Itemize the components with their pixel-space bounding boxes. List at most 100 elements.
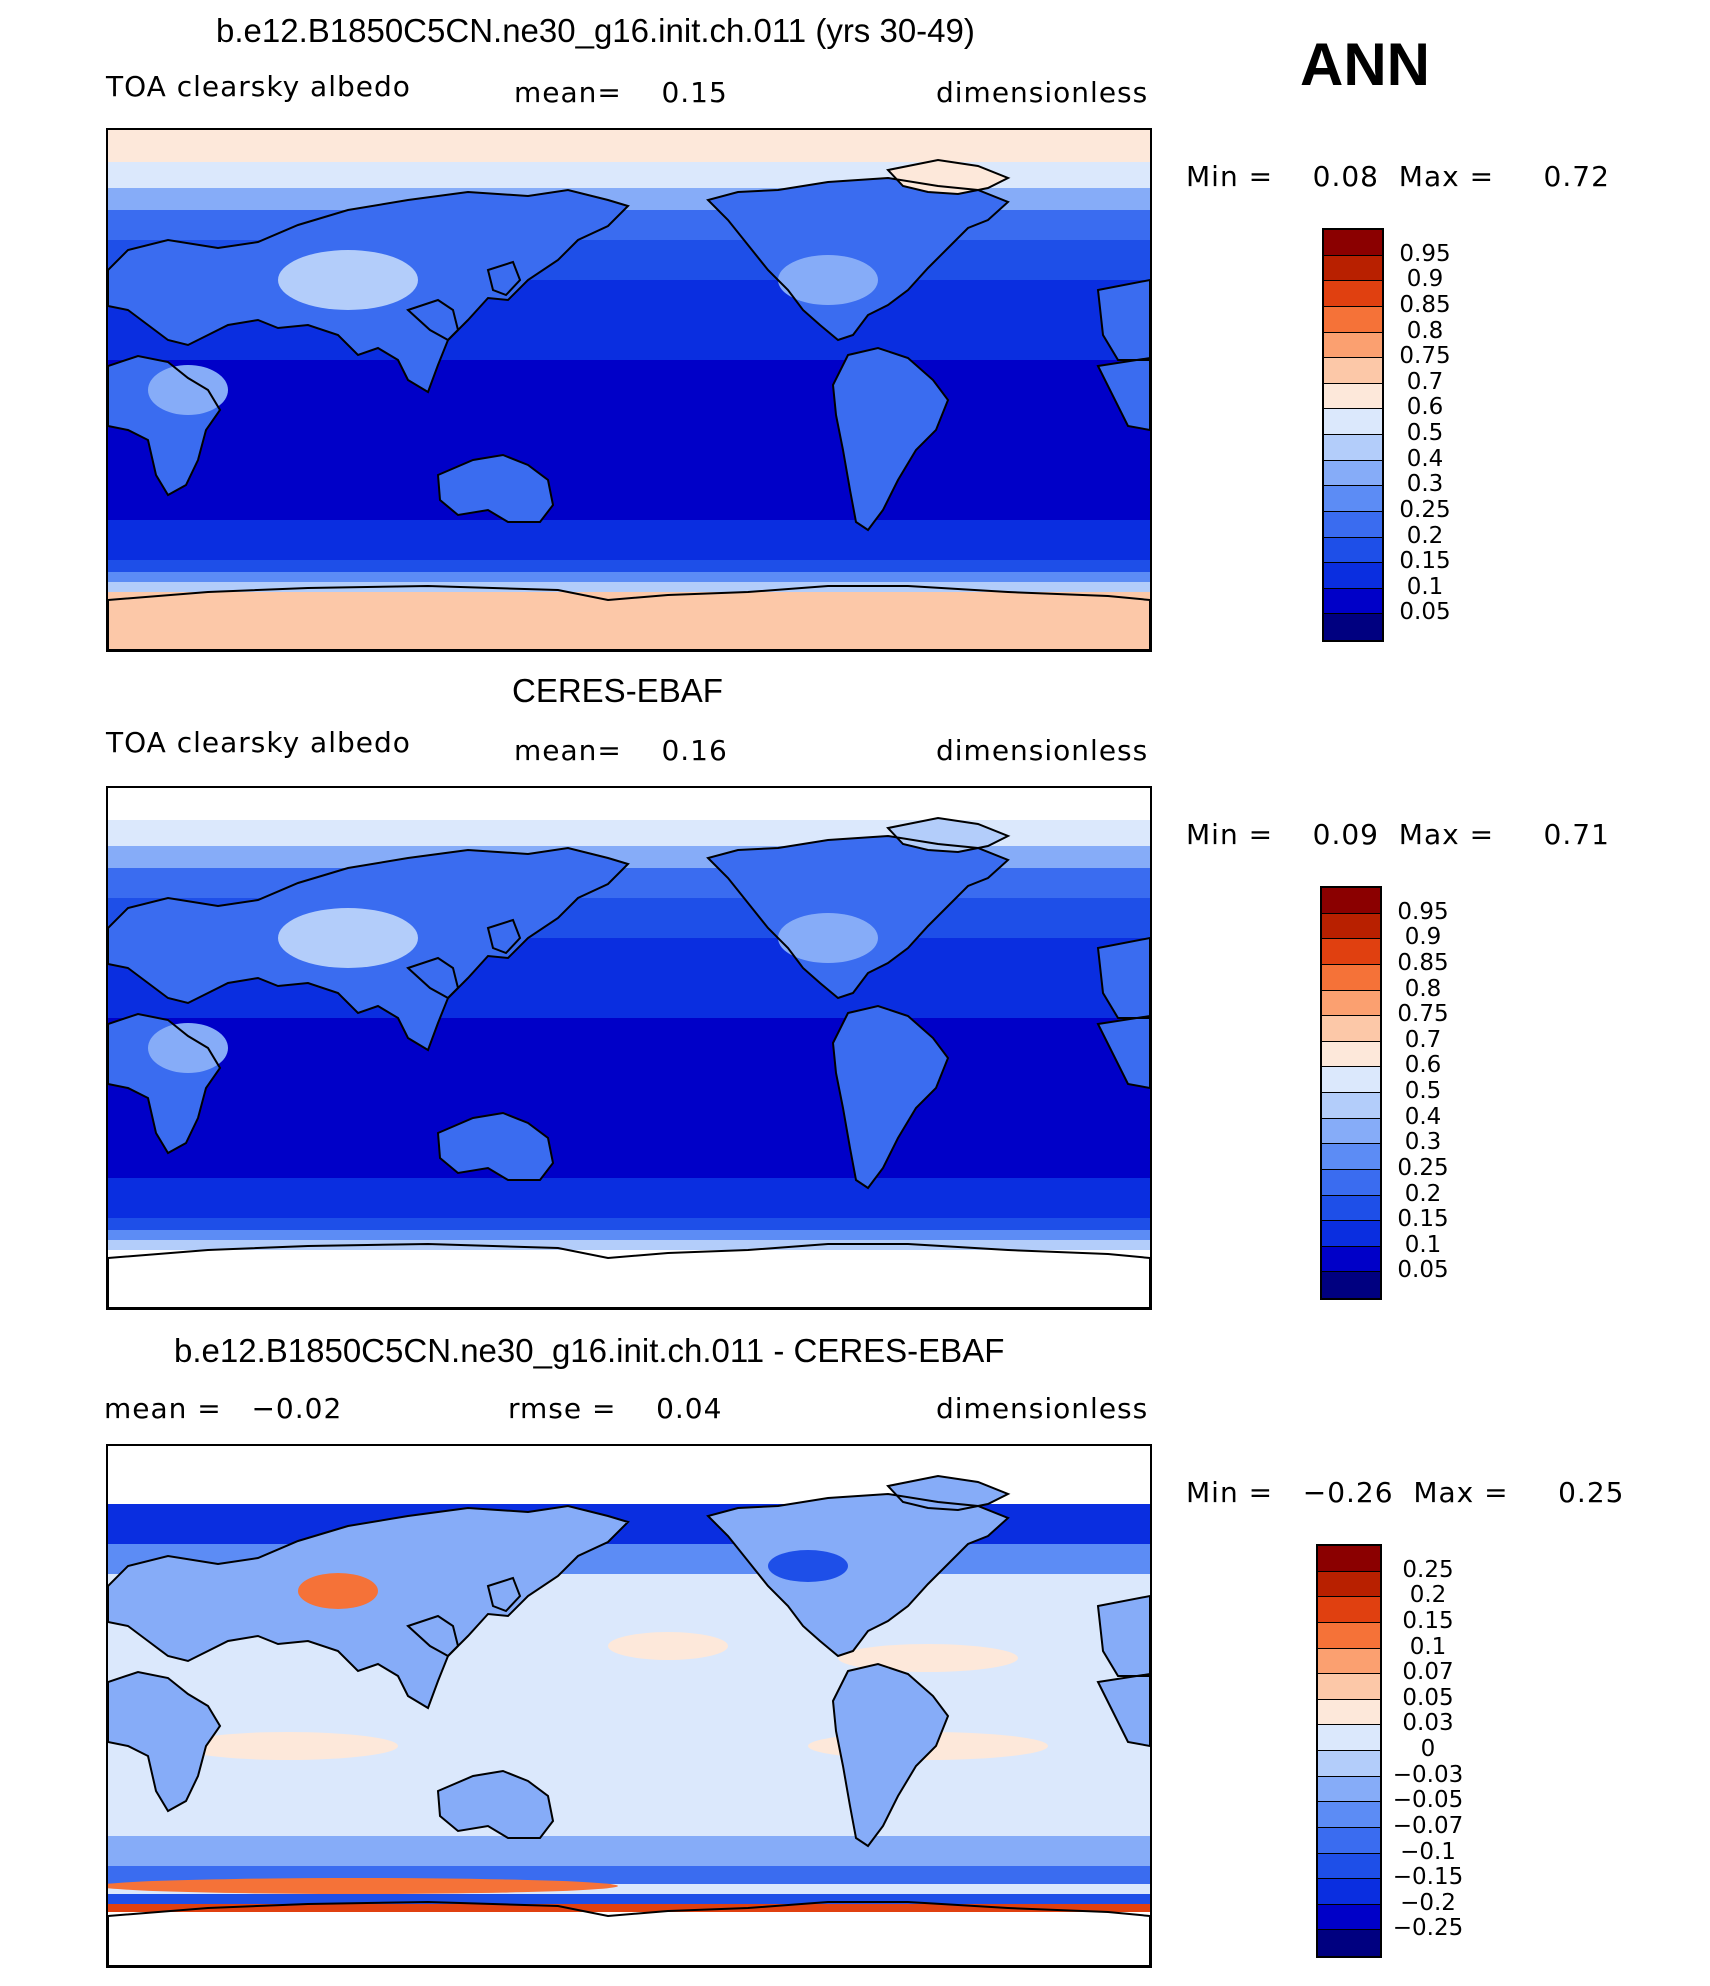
coastline: [406, 956, 460, 1000]
greenland-region: [888, 160, 1008, 194]
colorbar-tick-label: 0.05: [1397, 1257, 1449, 1284]
panel-3-colorbar: [1316, 1544, 1382, 1958]
panel-2-colorbar-labels: 0.95 0.9 0.85 0.8 0.75 0.7 0.6 0.5 0.4 0.3 0.25 0.2…: [1388, 886, 1458, 1296]
coastline: [108, 1242, 1150, 1308]
colorbar-tick-label: 0.9: [1406, 266, 1444, 293]
colorbar-swatch: [1322, 1067, 1380, 1093]
coastline: [831, 1662, 950, 1848]
land-region: [1098, 1596, 1150, 1676]
panel-2-map: [106, 786, 1152, 1310]
colorbar-tick-label: −0.1: [1400, 1838, 1456, 1865]
land-region: [833, 348, 948, 530]
colorbar-swatch: [1324, 460, 1382, 487]
latitude-band: [108, 1230, 1150, 1240]
panel-2-title: CERES-EBAF: [512, 672, 723, 709]
colorbar-tick-label: 0.6: [1406, 394, 1444, 421]
coastline: [1096, 1672, 1150, 1748]
colorbar-tick-label: 0.7: [1406, 368, 1444, 395]
colorbar-swatch: [1318, 1930, 1380, 1956]
colorbar-swatch: [1324, 563, 1382, 589]
colorbar-swatch: [1324, 230, 1382, 256]
coastline: [406, 1614, 460, 1658]
panel-1-title: b.e12.B1850C5CN.ne30_g16.init.ch.011 (yr…: [216, 12, 975, 49]
panel-2-mean: mean= 0.16: [514, 734, 728, 767]
anomaly-region: [178, 1732, 398, 1760]
latitude-band: [108, 560, 1150, 572]
land-region: [708, 178, 1008, 340]
coastline: [108, 1670, 222, 1813]
land-region: [108, 1672, 220, 1811]
colorbar-tick-label: 0.75: [1397, 1001, 1449, 1028]
panel-1-variable-label: TOA clearsky albedo: [106, 70, 411, 103]
colorbar-tick-label: 0: [1420, 1736, 1436, 1762]
colorbar-swatch: [1318, 1751, 1380, 1777]
colorbar-swatch: [1318, 1622, 1380, 1649]
coastline: [1096, 1014, 1150, 1090]
colorbar-swatch: [1318, 1648, 1380, 1675]
panel-3-colorbar-labels: 0.25 0.2 0.15 0.1 0.07 0.05 0.03 0 −0.03 −0.05 −0.…: [1388, 1544, 1468, 1954]
coastline: [486, 1576, 522, 1613]
colorbar-tick-label: 0.4: [1406, 445, 1444, 472]
land-region: [438, 1771, 553, 1838]
colorbar-swatch: [1322, 913, 1380, 940]
land-region: [108, 1506, 628, 1708]
coastline: [486, 918, 522, 955]
anomaly-region: [608, 1632, 728, 1660]
colorbar-swatch: [1324, 409, 1382, 435]
land-region: [1098, 358, 1150, 430]
land-region: [833, 1664, 948, 1846]
panel-2-min-max: Min = 0.09 Max = 0.71: [1186, 818, 1610, 851]
latitude-band: [108, 582, 1150, 592]
latitude-band: [108, 592, 1150, 650]
colorbar-tick-label: 0.85: [1399, 291, 1451, 318]
coastline: [486, 260, 522, 297]
land-region: [408, 1616, 458, 1656]
land-region: [888, 1476, 1008, 1510]
colorbar-swatch: [1318, 1571, 1380, 1598]
colorbar-tick-label: 0.7: [1404, 1026, 1442, 1053]
colorbar-swatch: [1324, 588, 1382, 615]
colorbar-tick-label: 0.2: [1404, 1180, 1442, 1207]
panel-1-colorbar: [1322, 228, 1384, 642]
colorbar-swatch: [1322, 1016, 1380, 1042]
panel-3-rmse: rmse = 0.04: [508, 1392, 723, 1425]
colorbar-tick-label: 0.75: [1399, 343, 1451, 370]
colorbar-tick-label: 0.2: [1409, 1582, 1447, 1609]
panel-1-min-max: Min = 0.08 Max = 0.72: [1186, 160, 1610, 193]
panel-1-mean: mean= 0.15: [514, 76, 728, 109]
colorbar-swatch: [1322, 1272, 1380, 1298]
colorbar-tick-label: 0.03: [1402, 1710, 1454, 1737]
coastline: [886, 1474, 1011, 1512]
latitude-band: [108, 1904, 1150, 1912]
colorbar-swatch: [1322, 964, 1380, 991]
latitude-band: [108, 1178, 1150, 1218]
colorbar-swatch: [1322, 1093, 1380, 1119]
land-region: [1098, 1674, 1150, 1746]
colorbar-swatch: [1322, 1041, 1380, 1068]
colorbar-swatch: [1324, 486, 1382, 512]
north-cap-band: [108, 130, 1150, 162]
colorbar-tick-label: 0.3: [1406, 471, 1444, 498]
coastline: [436, 453, 555, 523]
panel-3-min-max: Min = −0.26 Max = 0.25: [1186, 1476, 1625, 1509]
colorbar-swatch: [1324, 537, 1382, 564]
colorbar-swatch: [1324, 358, 1382, 384]
coastline: [406, 298, 460, 342]
coastline: [706, 834, 1010, 1000]
colorbar-tick-label: 0.15: [1402, 1607, 1454, 1634]
colorbar-swatch: [1322, 1144, 1380, 1170]
colorbar-swatch: [1318, 1725, 1380, 1751]
colorbar-swatch: [1324, 435, 1382, 461]
land-region: [438, 455, 553, 522]
panel-1-map: [106, 128, 1152, 652]
colorbar-swatch: [1322, 990, 1380, 1017]
land-region: [708, 1494, 1008, 1656]
coastline: [436, 1769, 555, 1839]
colorbar-tick-label: 0.95: [1399, 240, 1451, 267]
colorbar-swatch: [1324, 383, 1382, 410]
colorbar-swatch: [1318, 1674, 1380, 1700]
colorbar-swatch: [1318, 1546, 1380, 1572]
colorbar-swatch: [1318, 1802, 1380, 1828]
coastline: [108, 354, 222, 497]
colorbar-tick-label: −0.2: [1400, 1889, 1456, 1916]
